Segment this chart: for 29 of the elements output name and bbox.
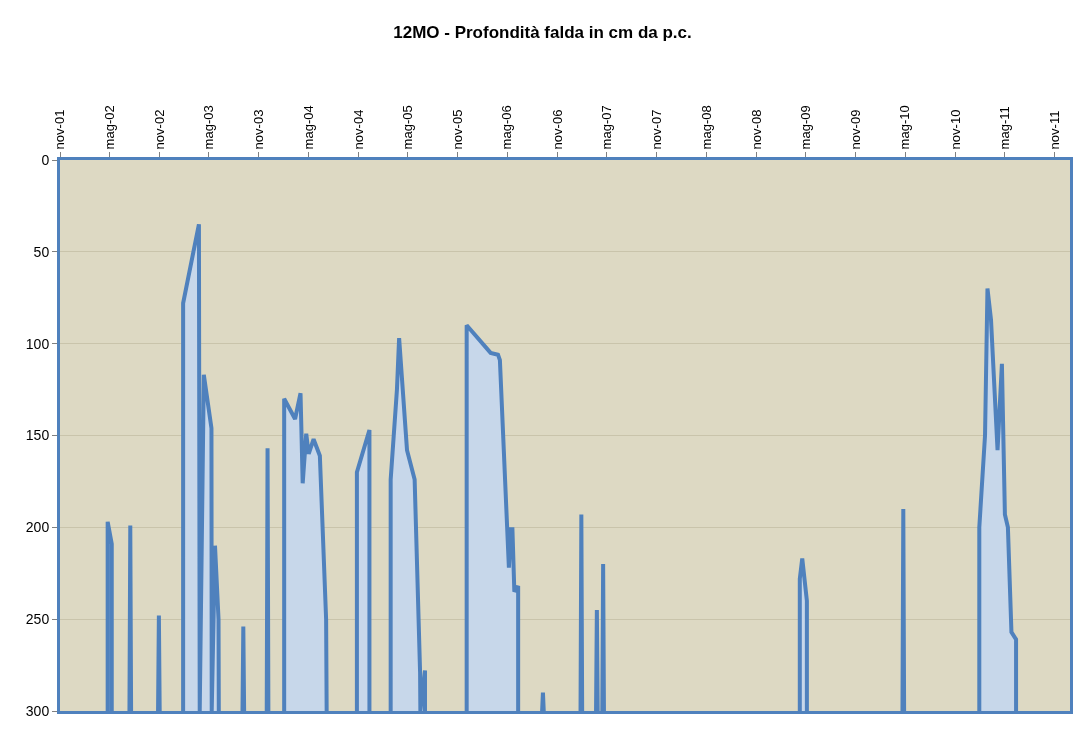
chart-title: 12MO - Profondità falda in cm da p.c.: [393, 22, 692, 42]
x-tick-label: nov-11: [1046, 110, 1062, 150]
y-tick-label: 250: [25, 611, 50, 628]
y-tick-label: 50: [33, 243, 50, 260]
x-tick-label: mag-04: [300, 105, 316, 150]
x-tick-label: nov-04: [350, 109, 366, 150]
x-tick-label: nov-07: [649, 109, 665, 150]
x-tick-label: mag-05: [400, 105, 416, 150]
x-tick-label: mag-06: [499, 105, 515, 150]
x-tick-label: mag-09: [798, 105, 814, 150]
x-tick-label: mag-07: [598, 105, 614, 150]
x-tick-label: mag-11: [996, 106, 1012, 150]
x-tick-label: mag-02: [101, 105, 117, 150]
x-tick-label: nov-03: [251, 109, 267, 150]
x-tick-label: nov-06: [549, 109, 565, 150]
x-tick-label: nov-10: [947, 109, 963, 150]
x-tick-label: nov-02: [151, 109, 167, 150]
x-tick-label: mag-08: [698, 105, 714, 150]
y-tick-label: 200: [25, 519, 50, 536]
x-tick-label: nov-08: [748, 109, 764, 150]
y-tick-label: 300: [25, 702, 50, 719]
x-tick-label: mag-03: [200, 105, 216, 150]
x-tick-label: nov-05: [450, 109, 466, 150]
y-tick-label: 150: [25, 427, 50, 444]
x-tick-label: nov-01: [52, 109, 68, 150]
y-tick-label: 100: [25, 335, 50, 352]
x-tick-label: nov-09: [848, 109, 864, 150]
y-tick-label: 0: [41, 151, 50, 168]
x-tick-label: mag-10: [897, 105, 913, 150]
